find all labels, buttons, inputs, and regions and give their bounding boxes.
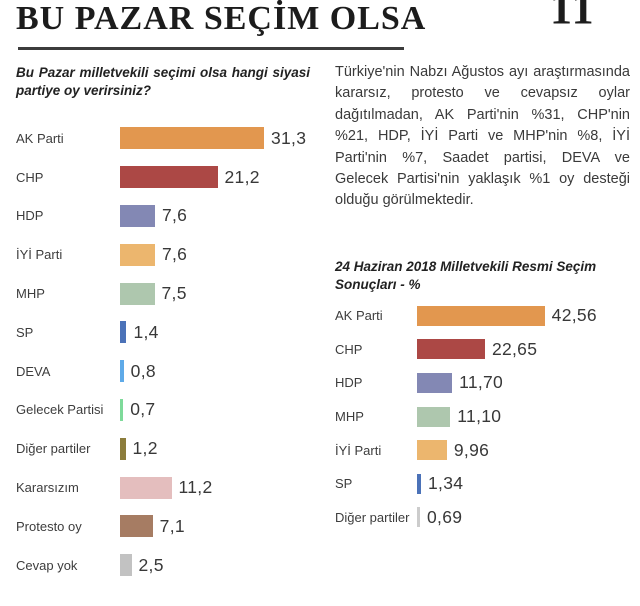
bar	[417, 440, 447, 461]
bar-value-label: 42,56	[551, 305, 597, 326]
chart-row: AK Parti 31,3	[16, 119, 326, 158]
title-underline	[18, 47, 404, 50]
bar-value-label: 0,8	[130, 360, 156, 381]
chart-row: SP 1,34	[335, 467, 635, 501]
chart-row: Protesto oy 7,1	[16, 507, 326, 546]
bar-value-label: 11,2	[178, 477, 213, 498]
bar-category-label: CHP	[16, 169, 44, 185]
bar	[120, 360, 124, 383]
bar	[417, 507, 420, 528]
bar-category-label: AK Parti	[335, 308, 383, 324]
bar	[417, 339, 485, 360]
bar-value-label: 2,5	[138, 554, 164, 575]
bar	[120, 437, 126, 460]
official-results-title: 24 Haziran 2018 Milletvekili Resmi Seçim…	[335, 259, 597, 293]
chart-row: CHP 22,65	[335, 333, 635, 367]
bar	[120, 476, 172, 499]
bar-category-label: İYİ Parti	[335, 442, 382, 458]
analysis-paragraph: Türkiye'nin Nabzı Ağustos ayı araştırmas…	[335, 64, 630, 209]
survey-question: Bu Pazar milletvekili seçimi olsa hangi …	[16, 65, 310, 98]
bar	[120, 515, 153, 538]
bar-category-label: MHP	[16, 286, 45, 302]
bar	[120, 127, 264, 150]
chart-row: AK Parti 42,56	[335, 299, 635, 333]
bar-value-label: 31,3	[270, 127, 307, 148]
bar	[120, 282, 155, 305]
bar-category-label: Gelecek Partisi	[16, 402, 104, 418]
bar-category-label: Diğer partiler	[335, 509, 410, 525]
bar	[120, 204, 155, 227]
bar-value-label: 1,34	[428, 473, 464, 494]
bar-value-label: 0,7	[130, 399, 156, 420]
chart-row: HDP 7,6	[16, 197, 326, 236]
bar-category-label: Protesto oy	[16, 518, 82, 534]
page-number: 11	[550, 0, 596, 33]
bar-category-label: MHP	[335, 409, 364, 425]
bar-value-label: 9,96	[453, 439, 490, 460]
chart-row: HDP 11,70	[335, 366, 635, 400]
bar-value-label: 1,4	[133, 321, 159, 342]
bar	[417, 305, 545, 326]
bar	[120, 243, 155, 266]
bar	[417, 473, 422, 494]
bar-value-label: 1,2	[132, 438, 158, 459]
poll-chart: AK Parti 31,3 CHP 21,2 HDP 7,6 İYİ Parti 7,6 MHP…	[16, 119, 326, 585]
bar	[120, 398, 124, 421]
bar	[417, 406, 451, 427]
bar-value-label: 0,69	[427, 506, 463, 527]
bar-value-label: 7,6	[161, 205, 188, 226]
bar	[120, 321, 127, 344]
bar-value-label: 7,1	[159, 515, 185, 536]
bar-category-label: SP	[16, 324, 34, 340]
bar-value-label: 7,5	[161, 283, 187, 304]
chart-row: MHP 7,5	[16, 274, 326, 313]
bar-value-label: 7,6	[161, 244, 188, 265]
bar-value-label: 11,70	[459, 372, 504, 393]
official-results-chart: AK Parti 42,56 CHP 22,65 HDP 11,70 MHP 11,10 İYİ…	[335, 299, 635, 534]
bar-value-label: 11,10	[457, 406, 502, 427]
page-title: BU PAZAR SEÇİM OLSA	[16, 0, 427, 37]
chart-row: İYİ Parti 7,6	[16, 235, 326, 274]
bar-category-label: Kararsızım	[16, 480, 79, 496]
bar	[417, 372, 453, 393]
bar-category-label: Diğer partiler	[16, 441, 91, 457]
bar-category-label: HDP	[335, 375, 363, 391]
bar-category-label: CHP	[335, 341, 363, 357]
bar	[120, 554, 132, 577]
chart-row: Diğer partiler 0,69	[335, 501, 635, 535]
bar-category-label: DEVA	[16, 363, 51, 379]
bar-value-label: 21,2	[224, 166, 260, 187]
bar-value-label: 22,65	[491, 338, 538, 359]
bar	[120, 166, 218, 189]
chart-row: Cevap yok 2,5	[16, 546, 326, 585]
chart-row: Kararsızım 11,2	[16, 468, 326, 507]
chart-row: DEVA 0,8	[16, 352, 326, 391]
bar-category-label: SP	[335, 476, 353, 492]
bar-category-label: Cevap yok	[16, 557, 78, 573]
chart-row: SP 1,4	[16, 313, 326, 352]
bar-category-label: AK Parti	[16, 130, 64, 146]
chart-row: Diğer partiler 1,2	[16, 429, 326, 468]
chart-row: İYİ Parti 9,96	[335, 433, 635, 467]
bar-category-label: İYİ Parti	[16, 247, 63, 263]
chart-row: MHP 11,10	[335, 400, 635, 434]
chart-row: CHP 21,2	[16, 158, 326, 197]
chart-row: Gelecek Partisi 0,7	[16, 391, 326, 430]
bar-category-label: HDP	[16, 208, 44, 224]
